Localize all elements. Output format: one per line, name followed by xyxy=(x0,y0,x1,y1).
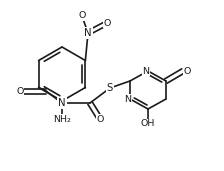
Text: O: O xyxy=(103,18,111,28)
Text: N: N xyxy=(84,28,92,38)
Text: NH₂: NH₂ xyxy=(53,115,71,123)
Text: N: N xyxy=(125,95,131,103)
Text: S: S xyxy=(107,83,113,93)
Text: N: N xyxy=(58,98,66,108)
Text: O: O xyxy=(96,115,104,123)
Text: O: O xyxy=(16,87,24,95)
Text: O: O xyxy=(183,67,191,76)
Text: OH: OH xyxy=(141,120,155,128)
Text: N: N xyxy=(142,67,149,76)
Text: O: O xyxy=(78,11,86,21)
